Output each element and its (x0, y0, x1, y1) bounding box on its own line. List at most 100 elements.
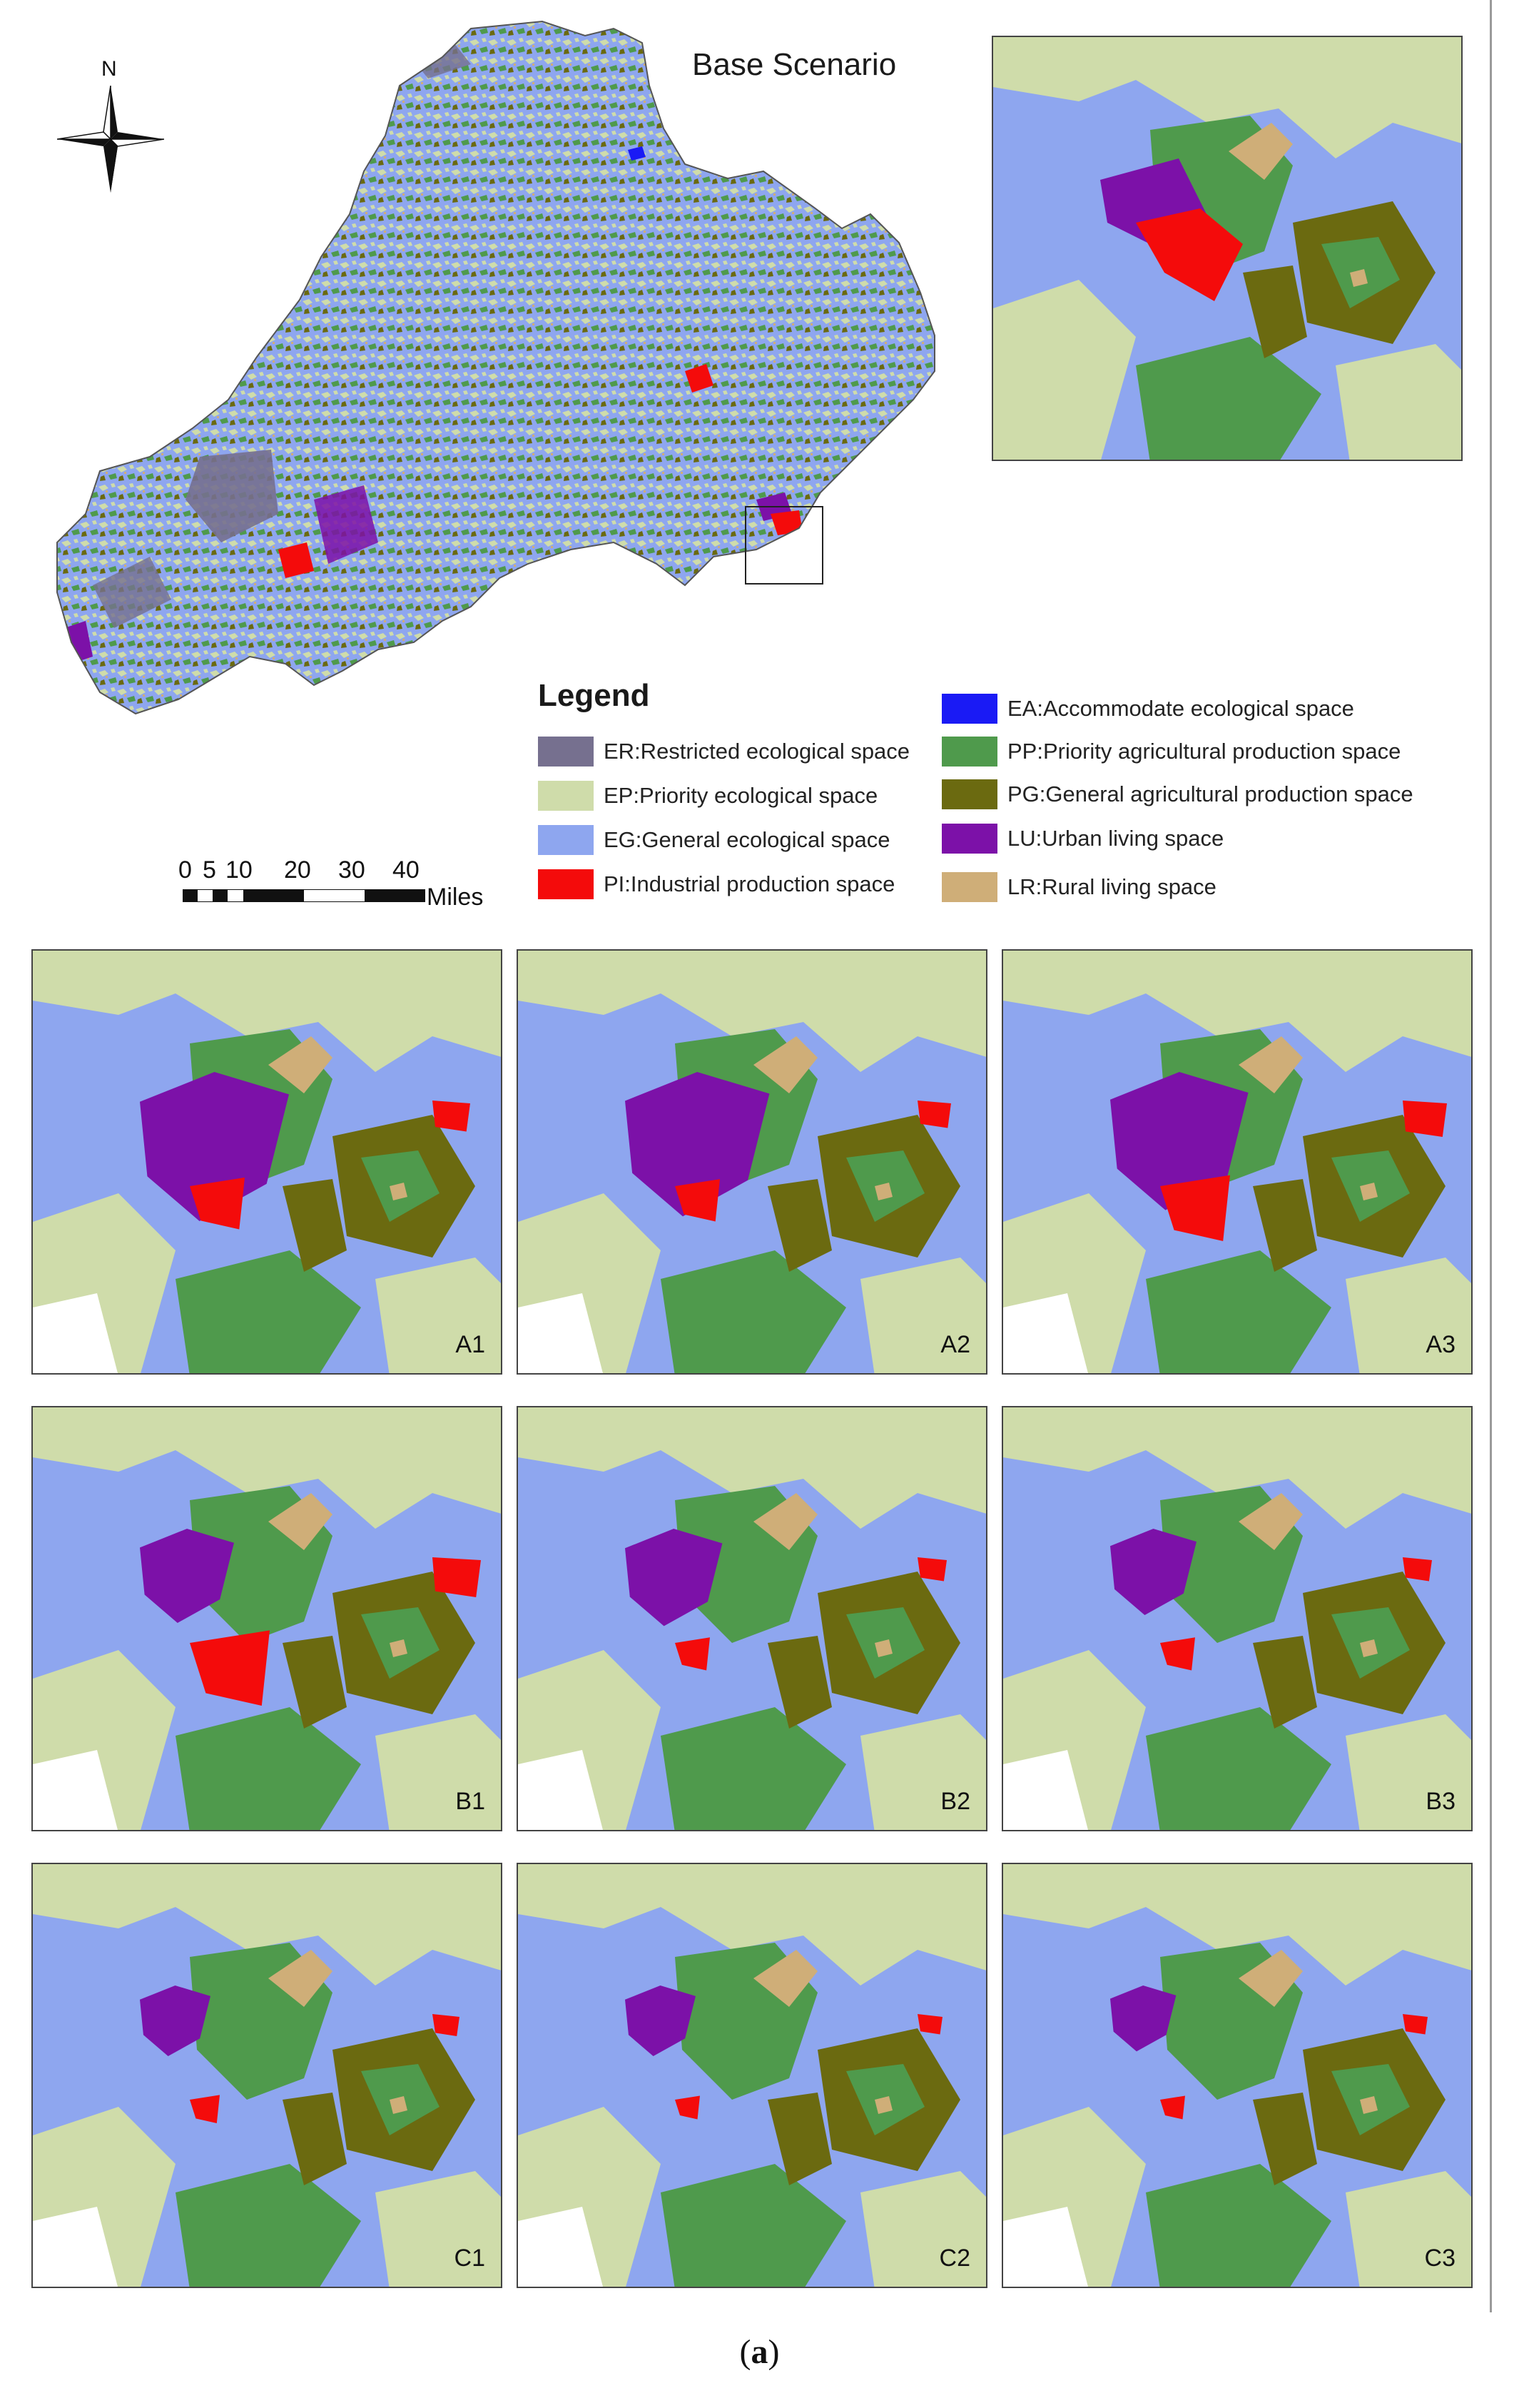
industrial-patch-east (918, 1101, 951, 1128)
industrial-patch (190, 2095, 220, 2123)
caption-open: ( (739, 2333, 751, 2371)
legend-title: Legend (538, 678, 650, 713)
urban-patch (1110, 1985, 1177, 2052)
panel-map-svg (33, 1407, 501, 1830)
scenario-panel-a3: A3 (1002, 949, 1473, 1375)
panel-map-svg (518, 951, 986, 1373)
panel-map-svg (33, 951, 501, 1373)
scale-tick-0: 0 (178, 856, 192, 884)
industrial-patch (1160, 2095, 1185, 2120)
swatch-pi (538, 869, 594, 899)
panel-label: B3 (1426, 1788, 1456, 1815)
panel-map-svg (1003, 951, 1471, 1373)
panel-label: B2 (940, 1788, 970, 1815)
scenario-panel-b3: B3 (1002, 1406, 1473, 1831)
legend-item-pi: PI:Industrial production space (538, 868, 895, 901)
region-map-svg (56, 20, 935, 715)
caption-letter: a (751, 2333, 768, 2371)
scenario-panel-c2: C2 (517, 1863, 987, 2288)
industrial-patch (1160, 1637, 1195, 1671)
scenario-panel-b2: B2 (517, 1406, 987, 1831)
panel-map-svg (33, 1864, 501, 2287)
industrial-patch-east (432, 1557, 481, 1597)
scale-bar: 0 5 10 20 30 40 Miles (178, 856, 492, 914)
swatch-pg (942, 779, 997, 809)
industrial-patch (190, 1630, 270, 1706)
legend-label-lr: LR:Rural living space (1007, 874, 1216, 899)
legend: Legend ER:Restricted ecological space EP… (528, 671, 1484, 914)
scale-tick-20: 20 (284, 856, 311, 884)
scenario-grid: A1 A2 A3 B1 B2 B3 C1 C2 C3 (31, 949, 1473, 2305)
urban-patch (625, 1529, 723, 1627)
scenario-panel-b1: B1 (31, 1406, 502, 1831)
urban-patch (1110, 1072, 1249, 1210)
legend-label-er: ER:Restricted ecological space (604, 739, 910, 764)
legend-item-ep: EP:Priority ecological space (538, 779, 878, 812)
panel-map-svg (1003, 1407, 1471, 1830)
panel-label: C3 (1424, 2245, 1456, 2272)
legend-label-lu: LU:Urban living space (1007, 826, 1224, 851)
industrial-patch (675, 1637, 710, 1671)
scenario-panel-c3: C3 (1002, 1863, 1473, 2288)
legend-item-lr: LR:Rural living space (942, 871, 1216, 904)
legend-item-er: ER:Restricted ecological space (538, 735, 910, 768)
urban-patch (140, 1985, 210, 2056)
panel-label: C1 (454, 2245, 485, 2272)
compass-rose-icon: N (57, 57, 164, 200)
base-scenario-map (43, 14, 956, 721)
urban-patch (140, 1529, 234, 1623)
industrial-patch (1160, 1175, 1230, 1241)
inset-locator-box (745, 506, 823, 585)
swatch-ep (538, 781, 594, 811)
inset-map (992, 36, 1463, 461)
scenario-panel-c1: C1 (31, 1863, 502, 2288)
panel-map-svg (518, 1407, 986, 1830)
legend-label-ea: EA:Accommodate ecological space (1007, 696, 1354, 721)
swatch-eg (538, 825, 594, 855)
legend-label-pg: PG:General agricultural production space (1007, 781, 1413, 806)
urban-patch (625, 1985, 696, 2056)
panel-label: B1 (455, 1788, 485, 1815)
scale-tick-30: 30 (338, 856, 365, 884)
industrial-patch-east (918, 2014, 943, 2035)
panel-label: A1 (455, 1331, 485, 1358)
swatch-lu (942, 824, 997, 854)
industrial-patch-east (432, 1101, 470, 1132)
north-label: N (101, 57, 117, 81)
industrial-patch (675, 1179, 720, 1222)
swatch-pp (942, 737, 997, 767)
industrial-patch (190, 1177, 245, 1230)
swatch-ea (942, 694, 997, 724)
figure-caption: (a) (0, 2332, 1519, 2372)
industrial-patch-east (432, 2014, 459, 2036)
legend-label-eg: EG:General ecological space (604, 827, 890, 852)
panel-label: A3 (1426, 1331, 1456, 1358)
legend-item-lu: LU:Urban living space (942, 822, 1224, 855)
legend-item-eg: EG:General ecological space (538, 824, 890, 856)
legend-item-pp: PP:Priority agricultural production spac… (942, 735, 1401, 768)
figure-divider (1490, 0, 1492, 2312)
legend-item-ea: EA:Accommodate ecological space (942, 692, 1354, 725)
scale-tick-10: 10 (225, 856, 253, 884)
scale-tick-5: 5 (203, 856, 216, 884)
industrial-patch-east (1403, 1101, 1447, 1137)
scenario-panel-a1: A1 (31, 949, 502, 1375)
panel-map-svg (518, 1864, 986, 2287)
industrial-patch (675, 2095, 700, 2120)
scenario-title: Base Scenario (692, 47, 897, 82)
panel-label: A2 (940, 1331, 970, 1358)
inset-map-svg (993, 37, 1461, 460)
industrial-patch-east (918, 1557, 947, 1582)
legend-item-pg: PG:General agricultural production space (942, 778, 1413, 811)
scenario-panel-a2: A2 (517, 949, 987, 1375)
urban-patch (140, 1072, 289, 1221)
panel-label: C2 (939, 2245, 970, 2272)
legend-label-pp: PP:Priority agricultural production spac… (1007, 739, 1401, 764)
legend-label-ep: EP:Priority ecological space (604, 783, 878, 808)
panel-map-svg (1003, 1864, 1471, 2287)
caption-close: ) (768, 2333, 780, 2371)
industrial-patch-east (1403, 2014, 1428, 2035)
scale-tick-40: 40 (392, 856, 420, 884)
swatch-lr (942, 872, 997, 902)
urban-patch (1110, 1529, 1197, 1615)
